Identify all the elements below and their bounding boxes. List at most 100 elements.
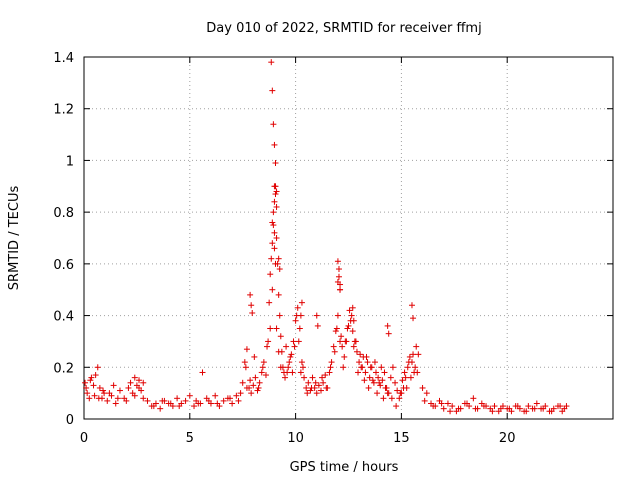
data-point: [303, 384, 310, 391]
data-point: [100, 387, 107, 394]
data-point: [276, 266, 283, 273]
data-point: [397, 390, 404, 397]
data-point: [366, 374, 373, 381]
data-point: [330, 343, 337, 350]
data-point: [356, 359, 363, 366]
data-point: [491, 403, 498, 410]
data-point: [272, 260, 279, 267]
data-point: [334, 258, 341, 265]
data-point: [362, 369, 369, 376]
data-point: [385, 330, 392, 337]
data-point: [463, 400, 470, 407]
data-point: [96, 384, 103, 391]
data-point: [127, 379, 134, 386]
data-point: [273, 188, 280, 195]
data-point: [186, 392, 193, 399]
data-point: [241, 359, 248, 366]
data-point: [309, 374, 316, 381]
data-point: [140, 379, 147, 386]
data-point: [282, 374, 289, 381]
y-tick-label: 0: [66, 413, 74, 428]
data-point: [404, 364, 411, 371]
y-axis-ticks: 0 0.2 0.4 0.6 0.8 1 1.2 1.4: [53, 51, 613, 428]
data-point: [367, 364, 374, 371]
data-point: [438, 400, 445, 407]
data-point: [270, 222, 277, 229]
data-point: [344, 325, 351, 332]
data-point: [239, 379, 246, 386]
data-point: [312, 379, 319, 386]
data-point: [250, 382, 257, 389]
data-point: [220, 397, 227, 404]
data-point: [349, 304, 356, 311]
data-point: [268, 255, 275, 262]
data-point: [271, 245, 278, 252]
data-point: [326, 369, 333, 376]
data-point: [393, 403, 400, 410]
data-point: [297, 369, 304, 376]
data-point: [407, 374, 414, 381]
data-point: [371, 359, 378, 366]
data-point: [125, 384, 132, 391]
data-point: [214, 400, 221, 407]
data-point: [331, 348, 338, 355]
data-point: [101, 390, 108, 397]
data-point: [104, 397, 111, 404]
data-point: [449, 403, 456, 410]
data-point: [548, 408, 555, 415]
data-point: [430, 403, 437, 410]
data-point: [405, 359, 412, 366]
data-point: [472, 405, 479, 412]
data-point: [272, 160, 279, 167]
data-point: [338, 333, 345, 340]
data-point: [273, 325, 280, 332]
data-point: [313, 312, 320, 319]
x-axis-ticks: 0 5 10 15 20: [80, 57, 515, 446]
y-tick-label: 1: [66, 154, 74, 169]
chart-title: Day 010 of 2022, SRMTID for receiver ffm…: [206, 21, 481, 36]
data-point: [235, 397, 242, 404]
data-point: [540, 405, 547, 412]
data-point: [300, 364, 307, 371]
data-point: [414, 369, 421, 376]
data-point: [447, 408, 454, 415]
data-point: [106, 390, 113, 397]
data-point: [298, 359, 305, 366]
data-point: [269, 219, 276, 226]
data-point: [275, 348, 282, 355]
data-point: [341, 353, 348, 360]
data-point: [402, 374, 409, 381]
data-point: [266, 299, 273, 306]
data-point: [283, 343, 290, 350]
data-point: [271, 198, 278, 205]
data-point: [212, 392, 219, 399]
data-point: [176, 403, 183, 410]
data-point: [199, 369, 206, 376]
y-tick-label: 1.4: [53, 51, 74, 66]
data-point: [255, 384, 262, 391]
y-tick-label: 0.6: [53, 258, 74, 273]
data-point: [136, 377, 143, 384]
data-point: [116, 387, 123, 394]
data-point: [415, 351, 422, 358]
data-point: [270, 121, 277, 128]
data-point: [376, 379, 383, 386]
y-tick-label: 0.4: [53, 310, 74, 325]
data-point: [291, 343, 298, 350]
data-point: [369, 377, 376, 384]
data-point: [382, 384, 389, 391]
data-point: [304, 390, 311, 397]
data-point: [262, 372, 269, 379]
data-point: [370, 379, 377, 386]
data-point: [159, 397, 166, 404]
data-point: [335, 273, 342, 280]
data-point: [320, 379, 327, 386]
data-point: [254, 387, 261, 394]
data-point: [334, 278, 341, 285]
data-point: [423, 390, 430, 397]
data-point: [237, 390, 244, 397]
data-point: [357, 351, 364, 358]
y-tick-label: 0.2: [53, 361, 74, 376]
plot-frame: [83, 56, 614, 420]
data-point: [251, 353, 258, 360]
